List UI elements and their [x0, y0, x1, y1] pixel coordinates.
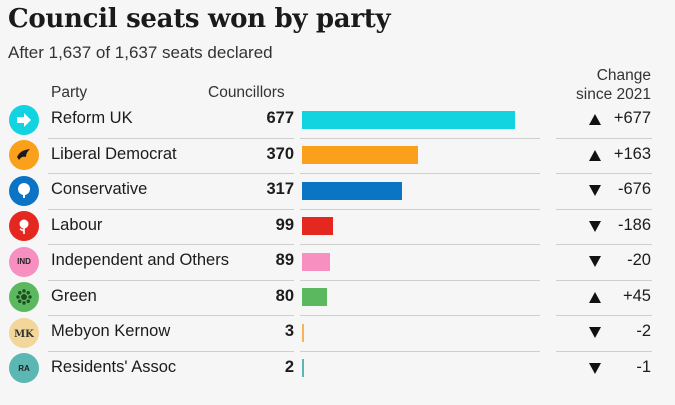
- ind-badge-icon: IND: [9, 246, 39, 277]
- councillors-value: 3: [284, 322, 294, 340]
- column-header-party: Party: [51, 84, 88, 101]
- bird-icon: [9, 140, 39, 171]
- row-divider: [300, 244, 540, 245]
- councillors-value: 2: [284, 357, 294, 376]
- increase-arrow-icon: [589, 149, 601, 161]
- row-divider: [300, 315, 540, 316]
- councillors-bar: [302, 359, 304, 378]
- party-row: RA Residents' Assoc 2 -1: [0, 350, 675, 387]
- row-divider: [48, 279, 294, 281]
- increase-arrow-icon: [589, 291, 601, 303]
- flower-icon: [9, 282, 39, 313]
- row-divider: [556, 350, 652, 352]
- row-divider: [556, 173, 652, 174]
- tree-icon: [9, 175, 39, 206]
- row-divider: [300, 173, 540, 174]
- change-value: +45: [623, 286, 651, 305]
- party-name: Reform UK: [51, 109, 133, 127]
- councillors-bar: [302, 146, 419, 165]
- icon-text: RA: [18, 363, 30, 373]
- row-divider: [48, 173, 294, 174]
- party-name: Independent and Others: [51, 251, 229, 269]
- mk-logo-icon: MK: [9, 317, 39, 348]
- row-divider: [300, 279, 540, 281]
- councillors-value: 677: [266, 109, 294, 127]
- row-divider: [300, 350, 540, 352]
- row-divider: [48, 244, 294, 245]
- row-divider: [556, 315, 652, 316]
- party-row: Green 80 +45: [0, 279, 675, 316]
- decrease-arrow-icon: [589, 362, 601, 374]
- change-value: -1: [636, 357, 651, 376]
- councillors-value: 99: [275, 215, 294, 234]
- party-name: Labour: [51, 215, 103, 234]
- icon-text: IND: [17, 257, 31, 267]
- councillors-value: 370: [266, 144, 294, 163]
- arrow-right-icon: [9, 104, 39, 135]
- change-value: -186: [617, 215, 651, 234]
- row-divider: [48, 350, 294, 352]
- row-divider: [556, 279, 652, 281]
- party-row: MK Mebyon Kernow 3 -2: [0, 315, 675, 351]
- row-divider: [556, 137, 652, 139]
- change-value: -2: [636, 322, 651, 340]
- decrease-arrow-icon: [589, 256, 601, 268]
- change-value: -20: [627, 251, 651, 269]
- row-divider: [300, 208, 540, 210]
- svg-text:MK: MK: [14, 329, 34, 340]
- party-row: IND Independent and Others 89 -20: [0, 244, 675, 280]
- row-divider: [300, 137, 540, 139]
- councillors-value: 80: [275, 286, 294, 305]
- change-value: +677: [613, 109, 651, 127]
- rose-icon: [9, 211, 39, 242]
- column-header-change-line2: since 2021: [576, 86, 651, 103]
- column-header-change: Change since 2021: [576, 66, 651, 104]
- councillors-bar: [302, 288, 328, 307]
- councillors-bar: [302, 110, 515, 129]
- party-name: Green: [51, 286, 97, 305]
- row-divider: [556, 244, 652, 245]
- change-value: +163: [613, 144, 651, 163]
- councillors-value: 317: [266, 180, 294, 198]
- row-divider: [48, 137, 294, 139]
- decrease-arrow-icon: [589, 185, 601, 197]
- councillors-bar: [302, 323, 304, 342]
- party-name: Conservative: [51, 180, 148, 198]
- column-header-councillors: Councillors: [208, 84, 285, 101]
- party-row: Liberal Democrat 370 +163: [0, 137, 675, 174]
- increase-arrow-icon: [589, 114, 601, 126]
- party-name: Mebyon Kernow: [51, 322, 171, 340]
- party-name: Liberal Democrat: [51, 144, 177, 163]
- row-divider: [48, 315, 294, 316]
- councillors-value: 89: [275, 251, 294, 269]
- decrease-arrow-icon: [589, 327, 601, 339]
- row-divider: [556, 208, 652, 210]
- row-divider: [48, 208, 294, 210]
- column-header-change-line1: Change: [596, 67, 651, 84]
- change-value: -676: [617, 180, 651, 198]
- chart-title: Council seats won by party: [8, 4, 391, 34]
- councillors-bar: [302, 217, 334, 236]
- ra-badge-icon: RA: [9, 353, 39, 384]
- party-row: Reform UK 677 +677: [0, 102, 675, 138]
- councillors-bar: [302, 252, 330, 271]
- councillors-bar: [302, 181, 402, 200]
- chart-subtitle: After 1,637 of 1,637 seats declared: [8, 43, 273, 62]
- decrease-arrow-icon: [589, 220, 601, 232]
- party-row: Conservative 317 -676: [0, 173, 675, 209]
- party-row: Labour 99 -186: [0, 208, 675, 245]
- party-name: Residents' Assoc: [51, 357, 177, 376]
